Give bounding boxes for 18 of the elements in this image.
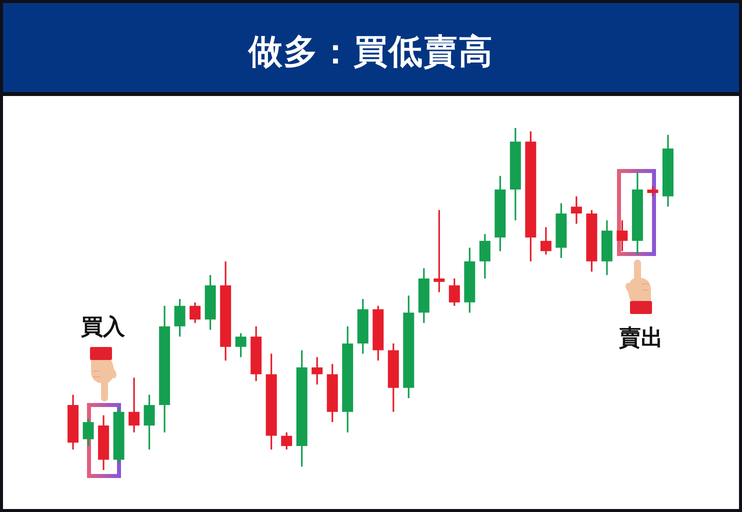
candlestick: [479, 233, 490, 280]
candlestick: [235, 332, 246, 358]
annotation: 賣出: [618, 325, 664, 353]
candlestick: [448, 278, 460, 307]
candlestick: [144, 394, 155, 450]
candlestick: [616, 220, 628, 252]
candlestick: [82, 418, 94, 447]
candlestick: [312, 356, 323, 386]
candlestick: [570, 196, 582, 225]
annotation: 買入: [80, 314, 126, 342]
candlestick: [174, 298, 186, 338]
chart-title: 做多：買低賣高: [248, 30, 494, 74]
candlestick: [128, 376, 140, 434]
candlestick: [540, 226, 552, 256]
candlestick: [647, 185, 658, 198]
candlestick: [190, 302, 201, 324]
candlestick: [281, 432, 292, 450]
candlestick: [434, 209, 445, 293]
